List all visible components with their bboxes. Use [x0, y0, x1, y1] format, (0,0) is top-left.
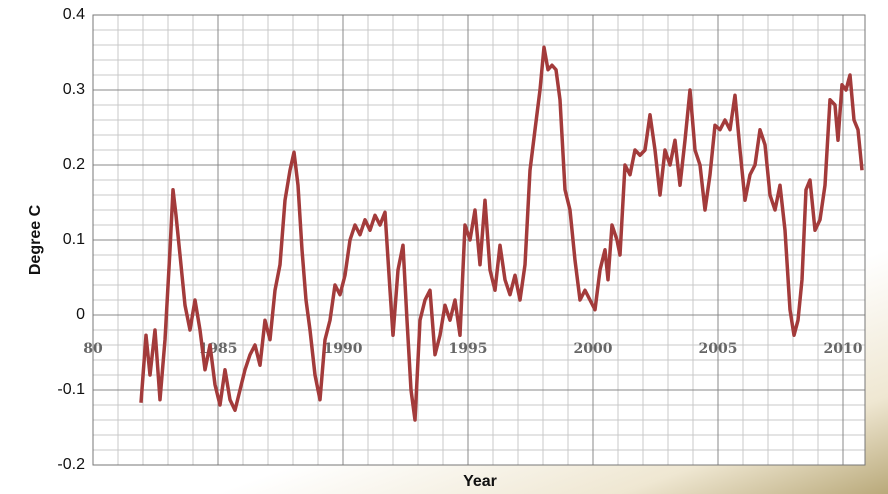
y-tick-label: 0.4 [63, 6, 85, 23]
y-axis-label: Degree C [27, 204, 44, 275]
x-tick-label: 2010 [824, 341, 863, 357]
y-tick-label: 0.2 [63, 156, 85, 173]
y-tick-label: -0.2 [57, 456, 85, 473]
x-axis-label: Year [463, 473, 497, 490]
data-line [139, 45, 864, 422]
plot-border [92, 14, 866, 466]
y-tick-label: 0.1 [63, 231, 85, 248]
x-tick-label: 2000 [574, 341, 613, 357]
y-tick-label: -0.1 [57, 381, 85, 398]
x-tick-label: 1990 [324, 341, 363, 357]
y-tick-label: 0.3 [63, 81, 85, 98]
y-tick-label: 0 [76, 306, 85, 323]
x-tick-label: 1995 [449, 341, 488, 357]
x-tick-label: 2005 [699, 341, 738, 357]
